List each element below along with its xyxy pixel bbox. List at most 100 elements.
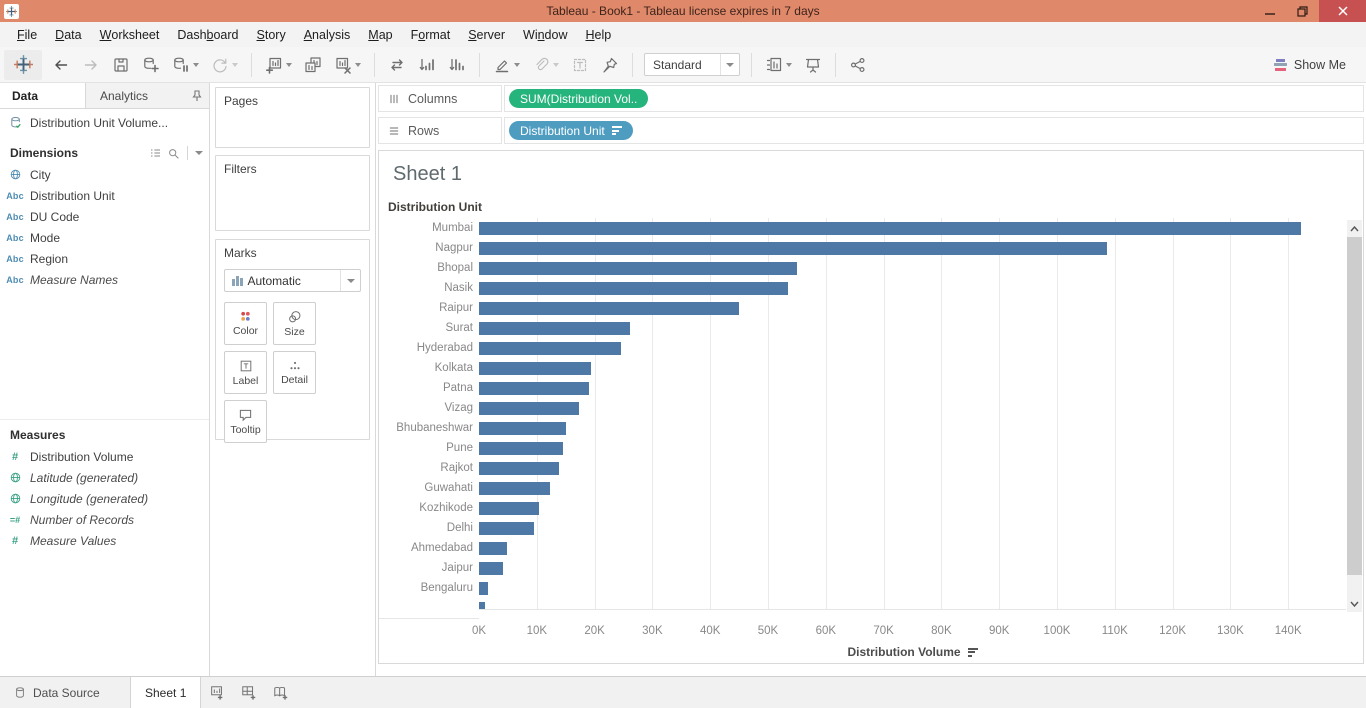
bar-jaipur[interactable] [479,561,503,575]
tab-data-source[interactable]: Data Source [0,677,130,708]
data-source-item[interactable]: Distribution Unit Volume... [0,109,209,137]
tab-analytics[interactable]: Analytics [86,83,185,108]
fix-axes-button[interactable] [597,52,623,78]
columns-pill-sum-distribution-volume[interactable]: SUM(Distribution Vol.. [509,89,649,108]
bar-patna[interactable] [479,381,589,395]
scroll-up-icon[interactable] [1347,220,1362,237]
cards-column: Pages Filters Marks Automatic Color Size L… [210,83,376,676]
marks-size-button[interactable]: Size [273,302,316,345]
field-du-code[interactable]: Abc DU Code [0,206,209,227]
mark-type-dropdown[interactable]: Automatic [224,269,361,292]
x-axis[interactable]: 0K 10K 20K 30K 40K 50K 60K 70K 80K 90K 100K 110K 120… [472,619,1346,641]
bar-partial[interactable] [479,601,485,609]
marks-label-button[interactable]: Label [224,351,267,394]
restore-button[interactable] [1286,0,1319,22]
bar-delhi[interactable] [479,521,535,535]
tableau-home-button[interactable] [4,49,42,80]
duplicate-button[interactable] [300,52,326,78]
clear-sheet-button[interactable] [330,52,365,78]
share-button[interactable] [845,52,871,78]
menu-dashboard[interactable]: Dash b oard [177,27,239,42]
sort-ascending-button[interactable] [414,52,440,78]
show-labels-button[interactable] [761,52,796,78]
bar-kolkata[interactable] [479,361,591,375]
bar-vizag[interactable] [479,401,579,415]
marks-tooltip-button[interactable]: Tooltip [224,400,267,443]
show-me-button[interactable]: Show Me [1273,58,1358,72]
bar-kozhikode[interactable] [479,501,540,515]
bar-bhubaneshwar[interactable] [479,421,567,435]
bar-guwahati[interactable] [479,481,550,495]
field-measure-values[interactable]: # Measure Values [0,530,209,551]
field-number-of-records[interactable]: =# Number of Records [0,509,209,530]
pane-menu-caret-icon[interactable] [195,151,203,155]
close-button[interactable] [1319,0,1366,22]
new-dashboard-icon[interactable] [233,677,265,708]
new-story-icon[interactable] [265,677,297,708]
view-list-icon[interactable] [149,147,162,159]
field-measure-names[interactable]: Abc Measure Names [0,269,209,290]
bar-nasik[interactable] [479,281,789,295]
field-city[interactable]: City [0,164,209,185]
plot-area[interactable] [479,218,1346,610]
add-data-button[interactable] [138,52,164,78]
find-field-icon[interactable] [167,147,180,160]
field-longitude-generated-[interactable]: Longitude (generated) [0,488,209,509]
bar-bengaluru[interactable] [479,581,489,595]
filters-card[interactable]: Filters [215,155,370,231]
bar-surat[interactable] [479,321,631,335]
refresh-button[interactable] [207,52,242,78]
new-worksheet-tab-icon[interactable] [201,677,233,708]
pages-card[interactable]: Pages [215,87,370,148]
bar-ahmedabad[interactable] [479,541,508,555]
undo-button[interactable] [48,52,74,78]
field-mode[interactable]: Abc Mode [0,227,209,248]
scrollbar-thumb[interactable] [1347,237,1362,575]
swap-axes-button[interactable] [384,52,410,78]
bar-hyderabad[interactable] [479,341,622,355]
bar-raipur[interactable] [479,301,739,315]
pause-updates-button[interactable] [168,52,203,78]
text-label-button[interactable] [567,52,593,78]
scroll-down-icon[interactable] [1347,595,1362,612]
bar-bhopal[interactable] [479,261,797,275]
paperclip-button[interactable] [528,52,563,78]
redo-button[interactable] [78,52,104,78]
minimize-button[interactable] [1253,0,1286,22]
vertical-scrollbar[interactable] [1347,220,1362,612]
field-distribution-volume[interactable]: # Distribution Volume [0,446,209,467]
x-axis-title[interactable]: Distribution Volume [479,645,1346,659]
new-worksheet-button[interactable] [261,52,296,78]
rows-pills-area[interactable]: Distribution Unit [504,117,1364,144]
field-region[interactable]: Abc Region [0,248,209,269]
menu-window[interactable]: Wi n dow [523,27,568,42]
tab-sheet-1[interactable]: Sheet 1 [130,677,202,708]
field-distribution-unit[interactable]: Abc Distribution Unit [0,185,209,206]
marks-color-button[interactable]: Color [224,302,267,345]
bar-rajkot[interactable] [479,461,560,475]
bar-nagpur[interactable] [479,241,1108,255]
sort-descending-button[interactable] [444,52,470,78]
pane-pin-icon[interactable] [185,83,209,108]
axis-sort-icon[interactable] [967,647,978,657]
tab-data[interactable]: Data [0,83,86,108]
bar-pune[interactable] [479,441,563,455]
bar-mumbai[interactable] [479,221,1301,235]
marks-detail-button[interactable]: Detail [273,351,316,394]
columns-pills-area[interactable]: SUM(Distribution Vol.. [504,85,1364,112]
save-button[interactable] [108,52,134,78]
field-latitude-generated-[interactable]: Latitude (generated) [0,467,209,488]
view-mode-select[interactable]: Standard [644,53,740,76]
rows-pill-distribution-unit[interactable]: Distribution Unit [509,121,633,140]
presentation-button[interactable] [800,52,826,78]
highlight-button[interactable] [489,52,524,78]
